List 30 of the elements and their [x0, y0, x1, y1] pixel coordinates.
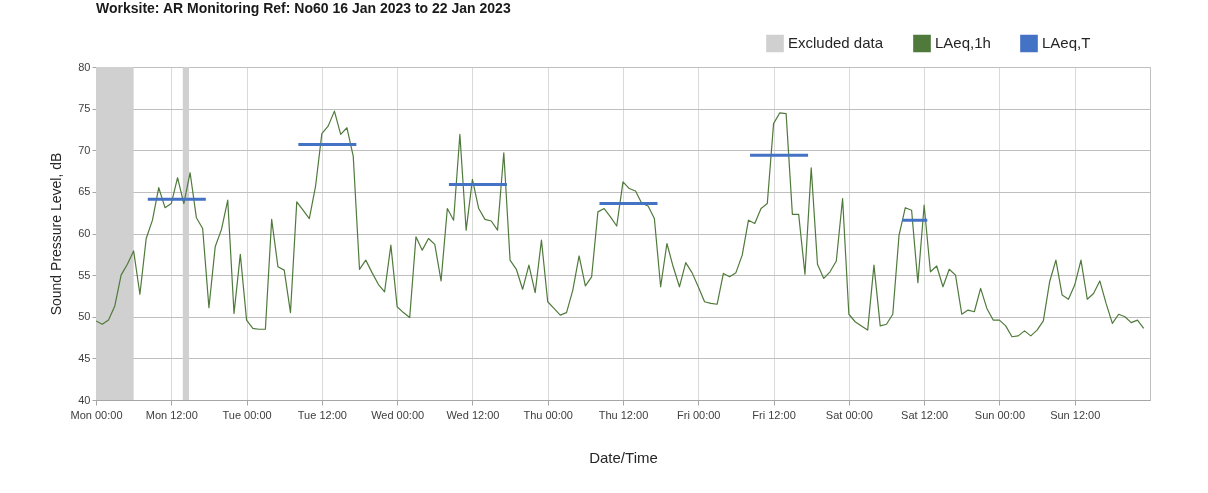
x-tick-label: Sun 00:00	[974, 408, 1026, 421]
x-axis-title: Date/Time	[589, 448, 658, 466]
legend-label: LAeq,1h	[935, 34, 991, 52]
legend-label: Excluded data	[788, 34, 884, 52]
x-tick-label: Sun 12:00	[1050, 408, 1101, 421]
y-tick-label: 40	[78, 393, 91, 406]
y-tick-label: 80	[78, 60, 91, 73]
x-tick-label: Fri 00:00	[677, 408, 721, 421]
x-tick-label: Tue 12:00	[297, 408, 347, 421]
y-tick-label: 65	[78, 185, 91, 198]
x-tick-label: Mon 00:00	[70, 408, 123, 421]
x-tick-label: Wed 12:00	[446, 408, 500, 421]
x-tick-label: Thu 00:00	[523, 408, 573, 421]
y-axis-title: Sound Pressure Level, dB	[48, 152, 65, 316]
line-series	[96, 110, 1145, 338]
x-tick-label: Mon 12:00	[145, 408, 198, 421]
x-tick-label: Thu 12:00	[598, 408, 649, 421]
y-tick-label: 45	[78, 351, 91, 364]
legend-label: LAeq,T	[1042, 34, 1091, 52]
y-tick-label: 50	[78, 310, 91, 323]
y-tick-label: 60	[78, 227, 91, 239]
y-tick-label: 70	[78, 143, 91, 156]
x-tick-label: Fri 12:00	[752, 408, 796, 421]
x-tick-label: Wed 00:00	[371, 408, 425, 421]
x-tick-label: Tue 00:00	[222, 408, 272, 421]
y-tick-label: 55	[78, 268, 91, 281]
chart-title: Worksite: AR Monitoring Ref: No60 16 Jan 2023 to 22 Jan 2023	[96, 0, 511, 16]
x-tick-label: Sat 12:00	[901, 408, 949, 421]
y-tick-label: 75	[78, 102, 91, 115]
x-tick-label: Sat 00:00	[825, 408, 873, 421]
